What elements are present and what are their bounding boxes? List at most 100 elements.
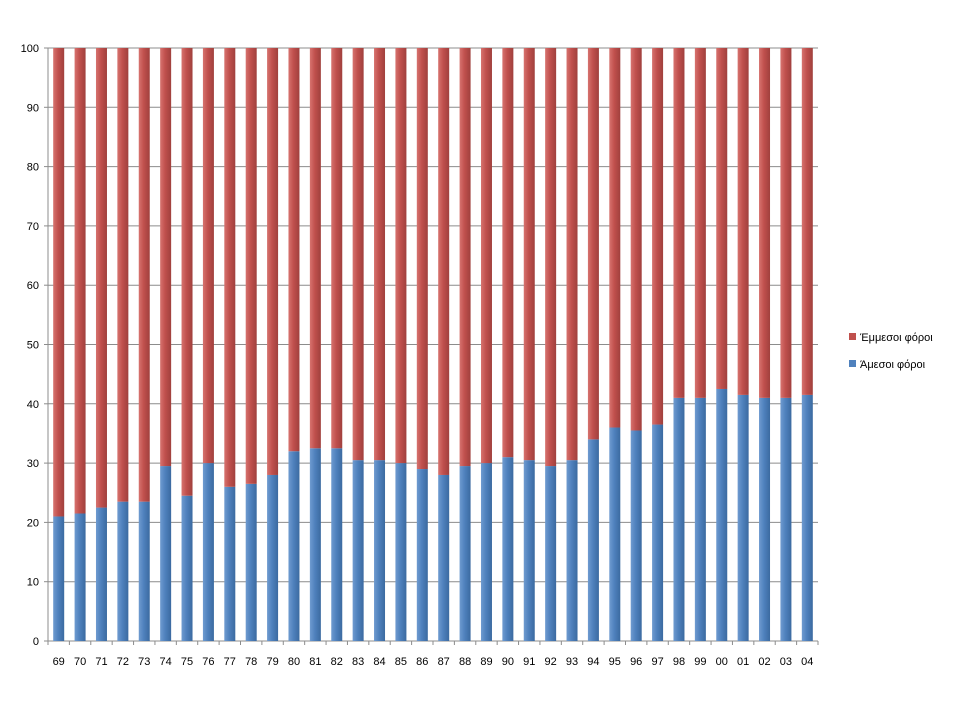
x-tick-label: 93	[566, 656, 578, 668]
bar-segment-emmesoi	[117, 48, 129, 502]
bar-segment-emmesoi	[523, 48, 535, 461]
x-tick-label: 71	[95, 656, 107, 668]
bar-segment-amesoi	[138, 501, 150, 641]
y-tick-label: 20	[27, 517, 39, 529]
x-tick-label: 85	[395, 656, 407, 668]
y-tick-label: 90	[27, 102, 39, 114]
bar-segment-emmesoi	[716, 48, 728, 389]
bar-segment-amesoi	[117, 501, 129, 641]
x-tick-label: 70	[74, 656, 86, 668]
x-tick-label: 88	[459, 656, 471, 668]
bar-segment-emmesoi	[480, 48, 492, 464]
x-tick-label: 95	[609, 656, 621, 668]
x-tick-label: 98	[673, 656, 685, 668]
gridlines	[48, 47, 818, 642]
bar-segment-amesoi	[459, 466, 471, 641]
legend: Έμμεσοι φόροι Άμεσοι φόροι	[849, 332, 933, 371]
x-tick-label: 04	[801, 656, 813, 668]
x-tick-label: 94	[587, 656, 599, 668]
bar-segment-emmesoi	[309, 48, 321, 449]
x-tick-label: 01	[737, 656, 749, 668]
bar-segment-amesoi	[202, 463, 214, 641]
bar-segment-amesoi	[737, 394, 749, 641]
bar-segment-amesoi	[352, 460, 364, 641]
bar-segment-amesoi	[53, 516, 65, 641]
bar-segment-emmesoi	[288, 48, 300, 452]
bar-segment-amesoi	[694, 397, 706, 641]
bar-segment-emmesoi	[53, 48, 65, 517]
y-tick-label: 0	[33, 636, 39, 648]
x-tick-label: 82	[331, 656, 343, 668]
x-tick-label: 84	[373, 656, 385, 668]
x-tick-label: 90	[502, 656, 514, 668]
bar-segment-emmesoi	[160, 48, 172, 467]
x-tick-label: 80	[288, 656, 300, 668]
bar-segment-amesoi	[267, 474, 279, 641]
bar-segment-emmesoi	[502, 48, 514, 458]
bar-segment-amesoi	[160, 466, 172, 641]
bar-segment-amesoi	[331, 448, 343, 641]
bar-segment-emmesoi	[673, 48, 685, 398]
bar-segment-emmesoi	[74, 48, 86, 514]
bar-segment-amesoi	[502, 457, 514, 641]
bar-segment-emmesoi	[95, 48, 107, 508]
bar-segment-amesoi	[652, 424, 664, 641]
bar-segment-amesoi	[224, 486, 236, 641]
bar-segment-amesoi	[587, 439, 599, 641]
bar-segment-amesoi	[630, 430, 642, 641]
bar-segment-amesoi	[309, 448, 321, 641]
bar-segment-emmesoi	[459, 48, 471, 467]
y-tick-label: 30	[27, 458, 39, 470]
bar-segment-emmesoi	[587, 48, 599, 440]
bar-segment-amesoi	[759, 397, 771, 641]
legend-label: Έμμεσοι φόροι	[859, 332, 933, 344]
bar-segment-emmesoi	[224, 48, 236, 487]
x-tick-label: 79	[266, 656, 278, 668]
y-tick-label: 80	[27, 162, 39, 174]
x-tick-label: 00	[716, 656, 728, 668]
bar-segment-emmesoi	[759, 48, 771, 398]
y-tick-label: 100	[21, 43, 39, 55]
x-tick-label: 76	[202, 656, 214, 668]
x-tick-label: 75	[181, 656, 193, 668]
axes	[44, 47, 819, 645]
x-tick-label: 02	[758, 656, 770, 668]
bar-segment-emmesoi	[245, 48, 257, 484]
bar-segment-emmesoi	[780, 48, 792, 398]
bar-segment-amesoi	[673, 397, 685, 641]
x-tick-label: 87	[438, 656, 450, 668]
legend-label: Άμεσοι φόροι	[860, 359, 926, 371]
bar-segment-emmesoi	[737, 48, 749, 395]
x-tick-label: 97	[651, 656, 663, 668]
bar-segment-amesoi	[245, 483, 257, 641]
x-tick-label: 91	[523, 656, 535, 668]
y-tick-label: 40	[27, 399, 39, 411]
x-tick-label: 69	[53, 656, 65, 668]
bar-segment-emmesoi	[395, 48, 407, 464]
legend-swatch	[849, 333, 856, 340]
x-tick-label: 72	[117, 656, 129, 668]
bar-segment-amesoi	[480, 463, 492, 641]
bar-segment-amesoi	[416, 469, 428, 641]
bar-segment-amesoi	[74, 513, 86, 641]
y-tick-label: 60	[27, 280, 39, 292]
bar-segment-emmesoi	[181, 48, 193, 496]
bar-segment-emmesoi	[352, 48, 364, 461]
x-tick-label: 03	[780, 656, 792, 668]
bar-segment-emmesoi	[566, 48, 578, 461]
bar-segment-amesoi	[395, 463, 407, 641]
bar-segment-emmesoi	[138, 48, 150, 502]
bar-segment-emmesoi	[374, 48, 386, 461]
x-tick-label: 86	[416, 656, 428, 668]
x-tick-label: 74	[160, 656, 172, 668]
bar-segment-amesoi	[95, 507, 107, 641]
legend-swatch	[849, 360, 856, 367]
x-tick-label: 96	[630, 656, 642, 668]
bar-segment-emmesoi	[438, 48, 450, 475]
bar-segment-emmesoi	[609, 48, 621, 428]
bar-segment-amesoi	[288, 451, 300, 641]
x-tick-label: 81	[309, 656, 321, 668]
bar-segment-emmesoi	[652, 48, 664, 425]
